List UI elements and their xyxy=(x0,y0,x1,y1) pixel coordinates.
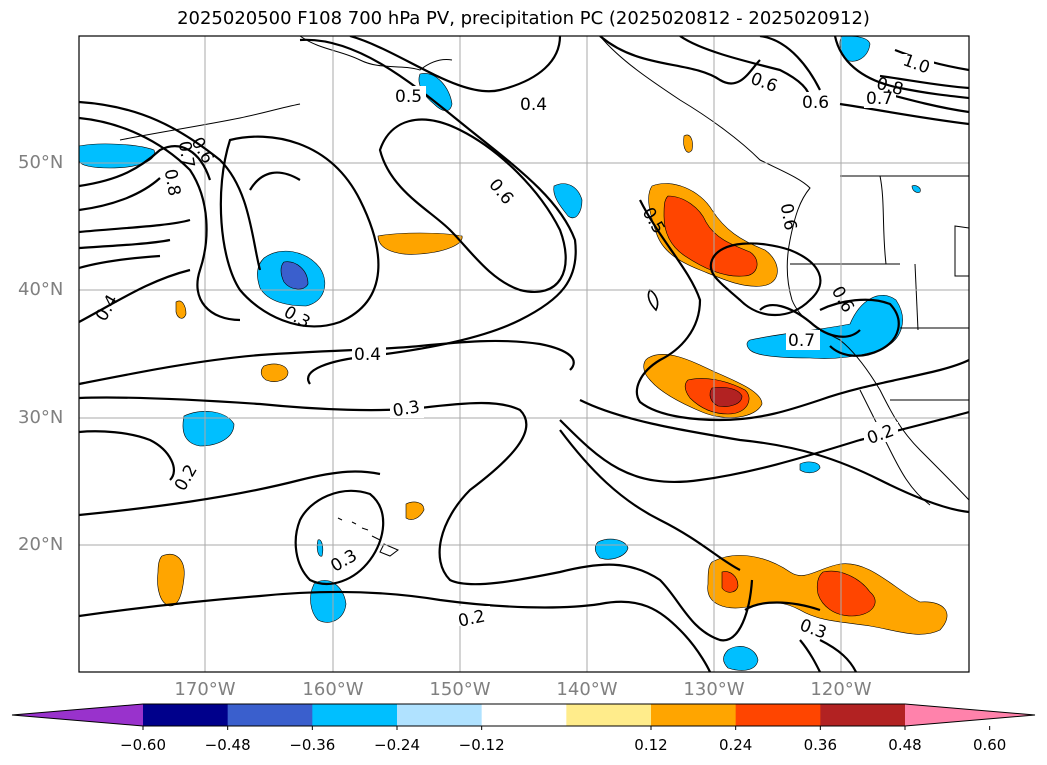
map-title: 2025020500 F108 700 hPa PV, precipitatio… xyxy=(177,8,870,29)
precip-shading xyxy=(79,36,948,671)
precip-blob-positive xyxy=(663,195,758,277)
precip-blob-positive xyxy=(377,232,463,255)
lat-label: 30°N xyxy=(18,407,64,428)
precip-blob-negative xyxy=(553,183,583,219)
coastlines xyxy=(119,36,969,557)
contour-label: 0.7 xyxy=(788,331,815,351)
precip-blob-positive xyxy=(816,570,876,617)
contour-label: 0.3 xyxy=(391,397,421,421)
colorbar-swatch xyxy=(312,704,398,726)
colorbar-extend-low xyxy=(12,704,143,726)
colorbar-swatch xyxy=(481,704,567,726)
precip-blob-negative xyxy=(594,538,629,560)
lon-label: 150°W xyxy=(429,679,491,700)
colorbar-swatch xyxy=(735,704,821,726)
colorbar-tick-label: −0.12 xyxy=(458,736,505,754)
colorbar-swatch xyxy=(651,704,737,726)
contour-label: 0.7 xyxy=(866,89,893,109)
colorbar-tick-label: 0.60 xyxy=(972,736,1007,754)
precip-blob-positive xyxy=(709,386,743,407)
precip-blob-positive xyxy=(175,300,187,319)
contour-label: 0.4 xyxy=(354,345,381,365)
lon-label: 120°W xyxy=(810,679,872,700)
precip-blob-negative xyxy=(182,411,235,447)
graticule xyxy=(79,36,969,672)
colorbar-tick-label: −0.24 xyxy=(374,736,420,754)
lon-label: 170°W xyxy=(174,679,236,700)
contour-label: 0.5 xyxy=(395,87,422,107)
map-plot-area: 0.5 0.4 0.6 0.6 0.7 0.8 1.0 0.6 0.7 0.8 … xyxy=(79,36,969,672)
contour-label: 0.8 xyxy=(160,168,184,198)
colorbar-swatch xyxy=(227,704,313,726)
colorbar-tick-label: 0.36 xyxy=(803,736,838,754)
contour-label: 0.6 xyxy=(776,202,800,232)
colorbar-tick-label: −0.36 xyxy=(289,736,336,754)
lon-label: 140°W xyxy=(556,679,618,700)
colorbar-extend-high xyxy=(905,704,1035,726)
lat-label: 20°N xyxy=(18,534,64,555)
precip-blob-negative xyxy=(839,36,871,62)
precip-blob-positive xyxy=(683,134,693,153)
lon-label: 130°W xyxy=(683,679,745,700)
lat-label: 50°N xyxy=(18,152,64,173)
map-frame xyxy=(78,35,970,673)
colorbar-swatch xyxy=(143,704,229,726)
colorbar-tick-label: 0.24 xyxy=(718,736,753,754)
precip-blob-positive xyxy=(405,501,425,520)
precip-blob-negative xyxy=(799,461,821,474)
precip-blob-positive xyxy=(260,363,289,382)
colorbar-tick-label: 0.48 xyxy=(888,736,922,754)
colorbar-swatch xyxy=(820,704,906,726)
colorbar-tick-label: −0.48 xyxy=(204,736,251,754)
lon-label: 160°W xyxy=(302,679,364,700)
precip-blob-negative xyxy=(316,539,324,557)
contour-label: 0.6 xyxy=(802,93,829,113)
colorbar-swatch xyxy=(397,704,483,726)
precip-blob-positive xyxy=(721,571,739,593)
lat-label: 40°N xyxy=(18,279,64,300)
colorbar-tick-label: 0.12 xyxy=(634,736,668,754)
precip-blob-negative xyxy=(280,261,309,290)
contour-label: 0.4 xyxy=(520,95,547,115)
precip-blob-positive xyxy=(157,554,185,607)
precip-blob-negative xyxy=(911,185,921,193)
colorbar xyxy=(11,703,1036,730)
colorbar-swatch xyxy=(566,704,652,726)
precip-blob-negative xyxy=(723,646,759,671)
colorbar-tick-label: −0.60 xyxy=(120,736,166,754)
contour-label: 0.7 xyxy=(174,140,198,170)
